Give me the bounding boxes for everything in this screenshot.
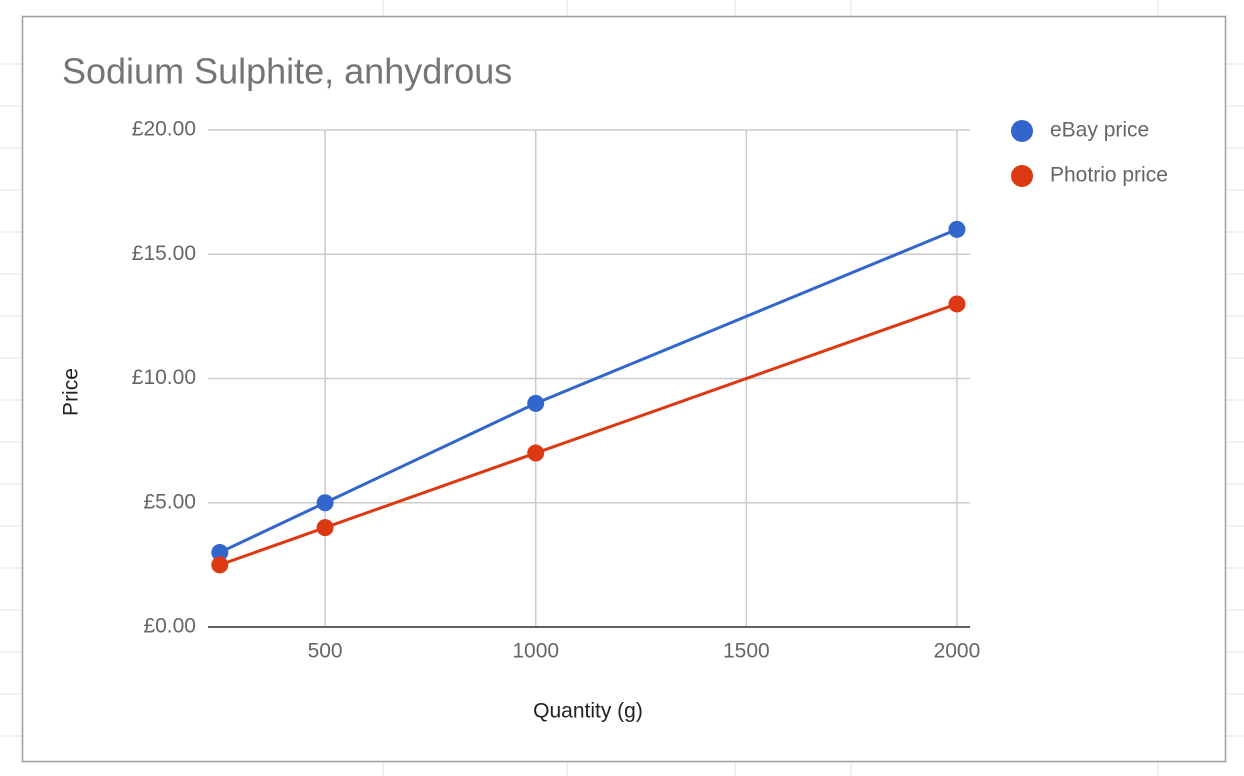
y-tick-label: £10.00 (132, 366, 196, 389)
y-tick-label: £0.00 (143, 615, 196, 638)
legend-label: Photrio price (1050, 164, 1168, 187)
chart-frame (21, 15, 1227, 763)
x-axis-label: Quantity (g) (533, 700, 643, 723)
y-tick-label: £20.00 (132, 118, 196, 141)
legend-marker (1011, 120, 1033, 142)
data-point (211, 543, 229, 561)
data-point (316, 519, 334, 537)
legend-marker (1011, 165, 1033, 187)
data-point (948, 295, 966, 313)
data-point (948, 220, 966, 238)
data-point (211, 556, 229, 574)
y-axis-label: Price (60, 368, 83, 416)
legend-label: eBay price (1050, 119, 1149, 142)
x-tick-label: 1500 (723, 640, 770, 663)
x-tick-label: 2000 (934, 640, 981, 663)
chart-title: Sodium Sulphite, anhydrous (62, 51, 512, 92)
series-line (219, 302, 958, 567)
y-tick-label: £5.00 (143, 490, 196, 513)
y-tick-label: £15.00 (132, 242, 196, 265)
data-point (527, 394, 545, 412)
data-point (316, 494, 334, 512)
x-tick-label: 500 (308, 640, 343, 663)
x-tick-label: 1000 (512, 640, 559, 663)
series-line (219, 228, 958, 554)
data-point (527, 444, 545, 462)
